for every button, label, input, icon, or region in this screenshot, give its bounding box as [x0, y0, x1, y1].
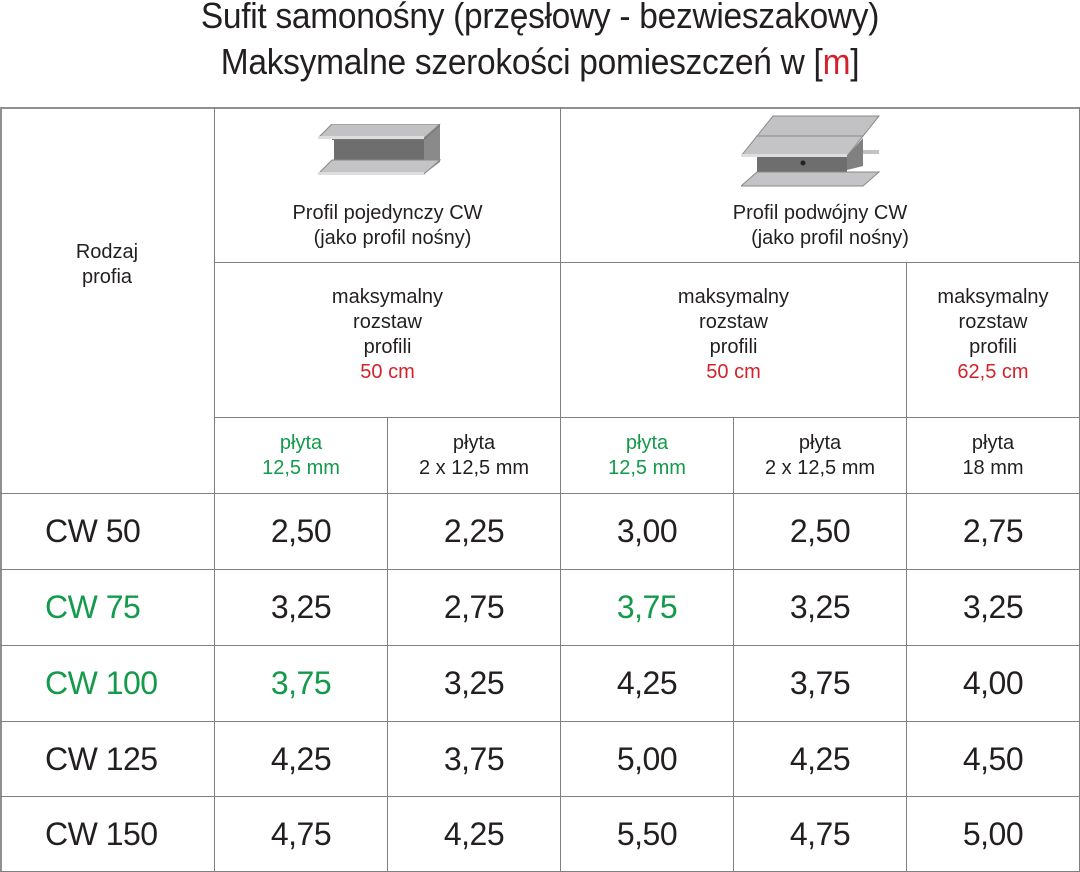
double-cw-profile-icon	[741, 114, 881, 188]
spacing-header-3: maksymalny rozstaw profili 62,5 cm	[907, 263, 1080, 418]
spacing-value: 50 cm	[360, 361, 415, 383]
board-header-1: płyta 12,5 mm	[215, 418, 388, 494]
group-label-line-2: (jako profil nośny)	[751, 227, 909, 249]
spacing-line: profili	[969, 336, 1017, 358]
value-cell: 3,25	[388, 646, 561, 722]
board-line: 12,5 mm	[262, 456, 340, 479]
value-cell: 2,75	[907, 494, 1080, 570]
group-label-line-2: (jako profil nośny)	[313, 227, 472, 249]
spacing-line: maksymalny	[331, 286, 444, 308]
spacing-line: maksymalny	[937, 286, 1049, 308]
value-cell: 4,25	[215, 722, 388, 797]
board-line: płyta	[798, 431, 842, 454]
title-line-2: Maksymalne szerokości pomieszczeń w [m]	[38, 42, 1042, 82]
value-cell: 4,75	[734, 797, 907, 872]
value-cell: 3,75	[734, 646, 907, 722]
value-cell: 4,50	[907, 722, 1080, 797]
spacing-line: maksymalny	[677, 286, 790, 308]
board-header-2: płyta 2 x 12,5 mm	[388, 418, 561, 494]
value-cell: 2,50	[215, 494, 388, 570]
group-header-single-cw: Profil pojedynczy CW (jako profil nośny)	[215, 107, 561, 263]
title-suffix: ]	[850, 41, 860, 82]
value-cell-highlight: 3,75	[561, 570, 734, 646]
board-line: 18 mm	[962, 456, 1024, 479]
row-label-line-1: Rodzaj	[75, 241, 139, 263]
spacing-line: rozstaw	[699, 311, 768, 333]
board-line: 2 x 12,5 mm	[764, 456, 876, 479]
value-cell: 4,75	[215, 797, 388, 872]
unit-label: m	[822, 41, 851, 82]
value-cell: 4,00	[907, 646, 1080, 722]
title-line-1: Sufit samonośny (przęsłowy - bezwieszako…	[200, 0, 880, 36]
spacing-line: rozstaw	[958, 311, 1028, 333]
value-cell: 4,25	[388, 797, 561, 872]
span-table: Rodzaj profia Profil pojedynczy CW (jako…	[0, 107, 1080, 872]
value-cell: 4,25	[561, 646, 734, 722]
spacing-header-2: maksymalny rozstaw profili 50 cm	[561, 263, 907, 418]
spacing-line: rozstaw	[353, 311, 422, 333]
group-label-line-1: Profil pojedynczy CW	[292, 202, 483, 224]
profile-cell: CW 100	[0, 646, 215, 722]
value-cell: 3,25	[907, 570, 1080, 646]
profile-cell: CW 125	[0, 722, 215, 797]
spacing-line: profili	[363, 336, 412, 358]
profile-cell: CW 50	[0, 494, 215, 570]
table-left-border	[0, 107, 2, 872]
row-label-header: Rodzaj profia	[0, 107, 215, 494]
board-line: płyta	[971, 431, 1015, 454]
board-line: płyta	[625, 431, 669, 454]
value-cell: 2,75	[388, 570, 561, 646]
board-line: 2 x 12,5 mm	[418, 456, 530, 479]
spacing-header-1: maksymalny rozstaw profili 50 cm	[215, 263, 561, 418]
title-prefix: Maksymalne szerokości pomieszczeń w [	[220, 41, 823, 82]
value-cell-highlight: 3,75	[215, 646, 388, 722]
board-header-5: płyta 18 mm	[907, 418, 1080, 494]
profile-cell: CW 150	[0, 797, 215, 872]
value-cell: 3,00	[561, 494, 734, 570]
value-cell: 3,25	[215, 570, 388, 646]
single-cw-profile-icon	[318, 124, 442, 179]
value-cell: 2,50	[734, 494, 907, 570]
profile-cell: CW 75	[0, 570, 215, 646]
group-header-double-cw: Profil podwójny CW (jako profil nośny)	[561, 107, 1080, 263]
board-line: płyta	[279, 431, 323, 454]
value-cell: 4,25	[734, 722, 907, 797]
value-cell: 2,25	[388, 494, 561, 570]
table-top-border	[0, 107, 1080, 109]
board-header-4: płyta 2 x 12,5 mm	[734, 418, 907, 494]
spacing-line: profili	[709, 336, 758, 358]
value-cell: 5,50	[561, 797, 734, 872]
value-cell: 3,75	[388, 722, 561, 797]
board-header-3: płyta 12,5 mm	[561, 418, 734, 494]
row-label-line-2: profia	[81, 266, 133, 288]
spacing-value: 50 cm	[706, 361, 761, 383]
value-cell: 5,00	[561, 722, 734, 797]
value-cell: 5,00	[907, 797, 1080, 872]
spacing-value: 62,5 cm	[957, 361, 1029, 383]
value-cell: 3,25	[734, 570, 907, 646]
board-line: płyta	[452, 431, 496, 454]
board-line: 12,5 mm	[608, 456, 686, 479]
group-label-line-1: Profil podwójny CW	[732, 202, 908, 224]
